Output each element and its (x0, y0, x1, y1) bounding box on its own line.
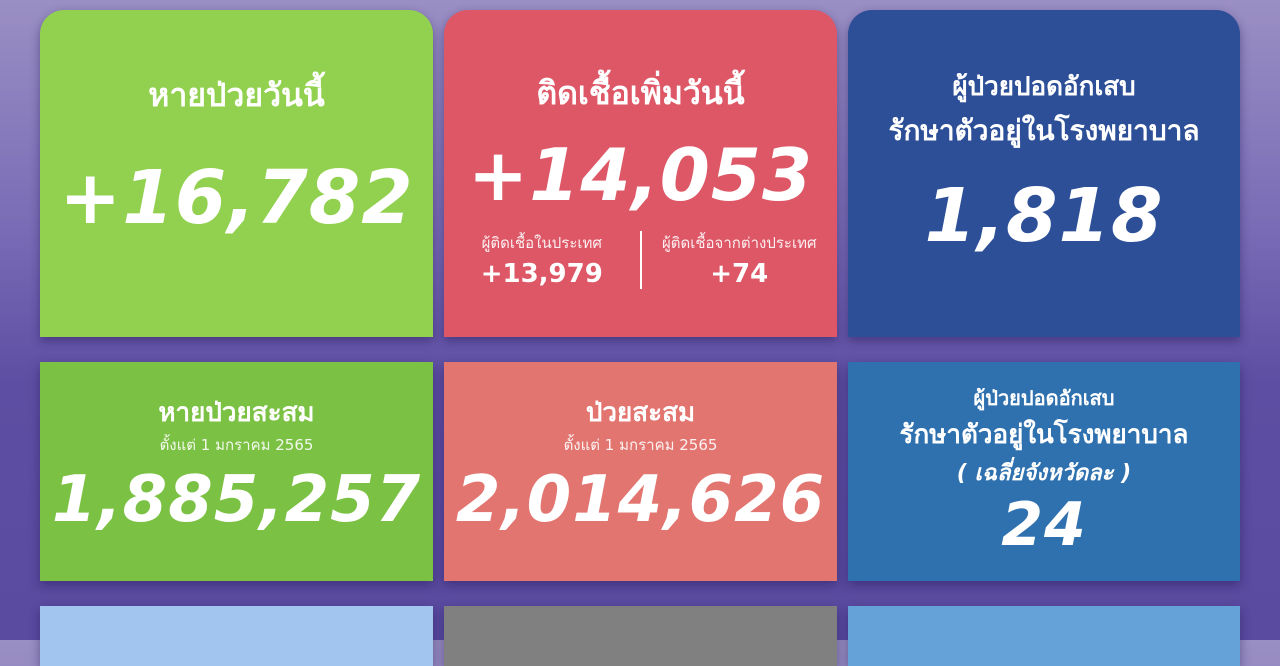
cases-cumulative-since: ตั้งแต่ 1 มกราคม 2565 (563, 436, 718, 454)
new-cases-today-card: ติดเชื้อเพิ่มวันนี้ +14,053 ผู้ติดเชื้อใ… (444, 10, 837, 337)
recovered-cumulative-since: ตั้งแต่ 1 มกราคม 2565 (159, 436, 314, 454)
imported-block: ผู้ติดเชื้อจากต่างประเทศ +74 (642, 231, 838, 289)
bottom-card-2 (444, 606, 837, 666)
new-cases-breakdown: ผู้ติดเชื้อในประเทศ +13,979 ผู้ติดเชื้อจ… (444, 231, 837, 289)
bottom-card-3 (848, 606, 1240, 666)
domestic-label: ผู้ติดเชื้อในประเทศ (481, 234, 602, 252)
pneumonia-avg-label-1: ผู้ป่วยปอดอักเสบ (973, 386, 1115, 410)
recovered-today-value: +16,782 (59, 155, 414, 241)
domestic-block: ผู้ติดเชื้อในประเทศ +13,979 (444, 231, 640, 289)
pneumonia-label-2: รักษาตัวอยู่ในโรงพยาบาล (888, 114, 1200, 147)
recovered-today-card: หายป่วยวันนี้ +16,782 (40, 10, 433, 337)
new-cases-value: +14,053 (467, 133, 814, 217)
recovered-today-label: หายป่วยวันนี้ (148, 76, 325, 114)
cases-cumulative-label: ป่วยสะสม (585, 398, 696, 428)
cases-cumulative-card: ป่วยสะสม ตั้งแต่ 1 มกราคม 2565 2,014,626 (444, 362, 837, 581)
cases-cumulative-value: 2,014,626 (455, 463, 826, 537)
recovered-cumulative-value: 1,885,257 (51, 463, 422, 537)
pneumonia-label-1: ผู้ป่วยปอดอักเสบ (952, 72, 1136, 102)
recovered-cumulative-label: หายป่วยสะสม (158, 398, 315, 428)
domestic-value: +13,979 (480, 259, 603, 289)
pneumonia-avg-card: ผู้ป่วยปอดอักเสบ รักษาตัวอยู่ในโรงพยาบาล… (848, 362, 1240, 581)
pneumonia-avg-value: 24 (1001, 490, 1087, 560)
imported-label: ผู้ติดเชื้อจากต่างประเทศ (661, 234, 817, 252)
pneumonia-avg-label-3: ( เฉลี่ยจังหวัดละ ) (956, 461, 1132, 486)
divider (639, 231, 642, 289)
pneumonia-hospital-card: ผู้ป่วยปอดอักเสบ รักษาตัวอยู่ในโรงพยาบาล… (848, 10, 1240, 337)
recovered-cumulative-card: หายป่วยสะสม ตั้งแต่ 1 มกราคม 2565 1,885,… (40, 362, 433, 581)
pneumonia-value: 1,818 (924, 173, 1164, 259)
pneumonia-avg-label-2: รักษาตัวอยู่ในโรงพยาบาล (899, 420, 1189, 450)
imported-value: +74 (710, 259, 769, 289)
bottom-card-1 (40, 606, 433, 666)
new-cases-label: ติดเชื้อเพิ่มวันนี้ (536, 74, 745, 112)
